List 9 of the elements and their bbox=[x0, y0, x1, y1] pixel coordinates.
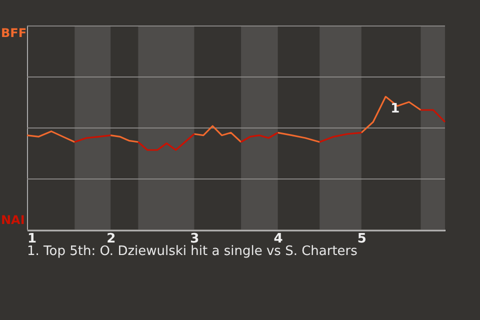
text: 1. Top 5th: O. Dziewulski hit a single vs S. Charters bbox=[27, 244, 358, 259]
x-tick-label: 3 bbox=[190, 232, 200, 246]
annotation: 1 bbox=[390, 102, 400, 117]
text: BFF bbox=[1, 26, 27, 40]
x-tick-label: 2 bbox=[106, 232, 116, 246]
x-tick-label: 4 bbox=[274, 232, 283, 246]
x-tick-label: 1 bbox=[28, 232, 37, 246]
text: NAI bbox=[1, 213, 25, 227]
x-tick-label: 5 bbox=[357, 232, 366, 246]
